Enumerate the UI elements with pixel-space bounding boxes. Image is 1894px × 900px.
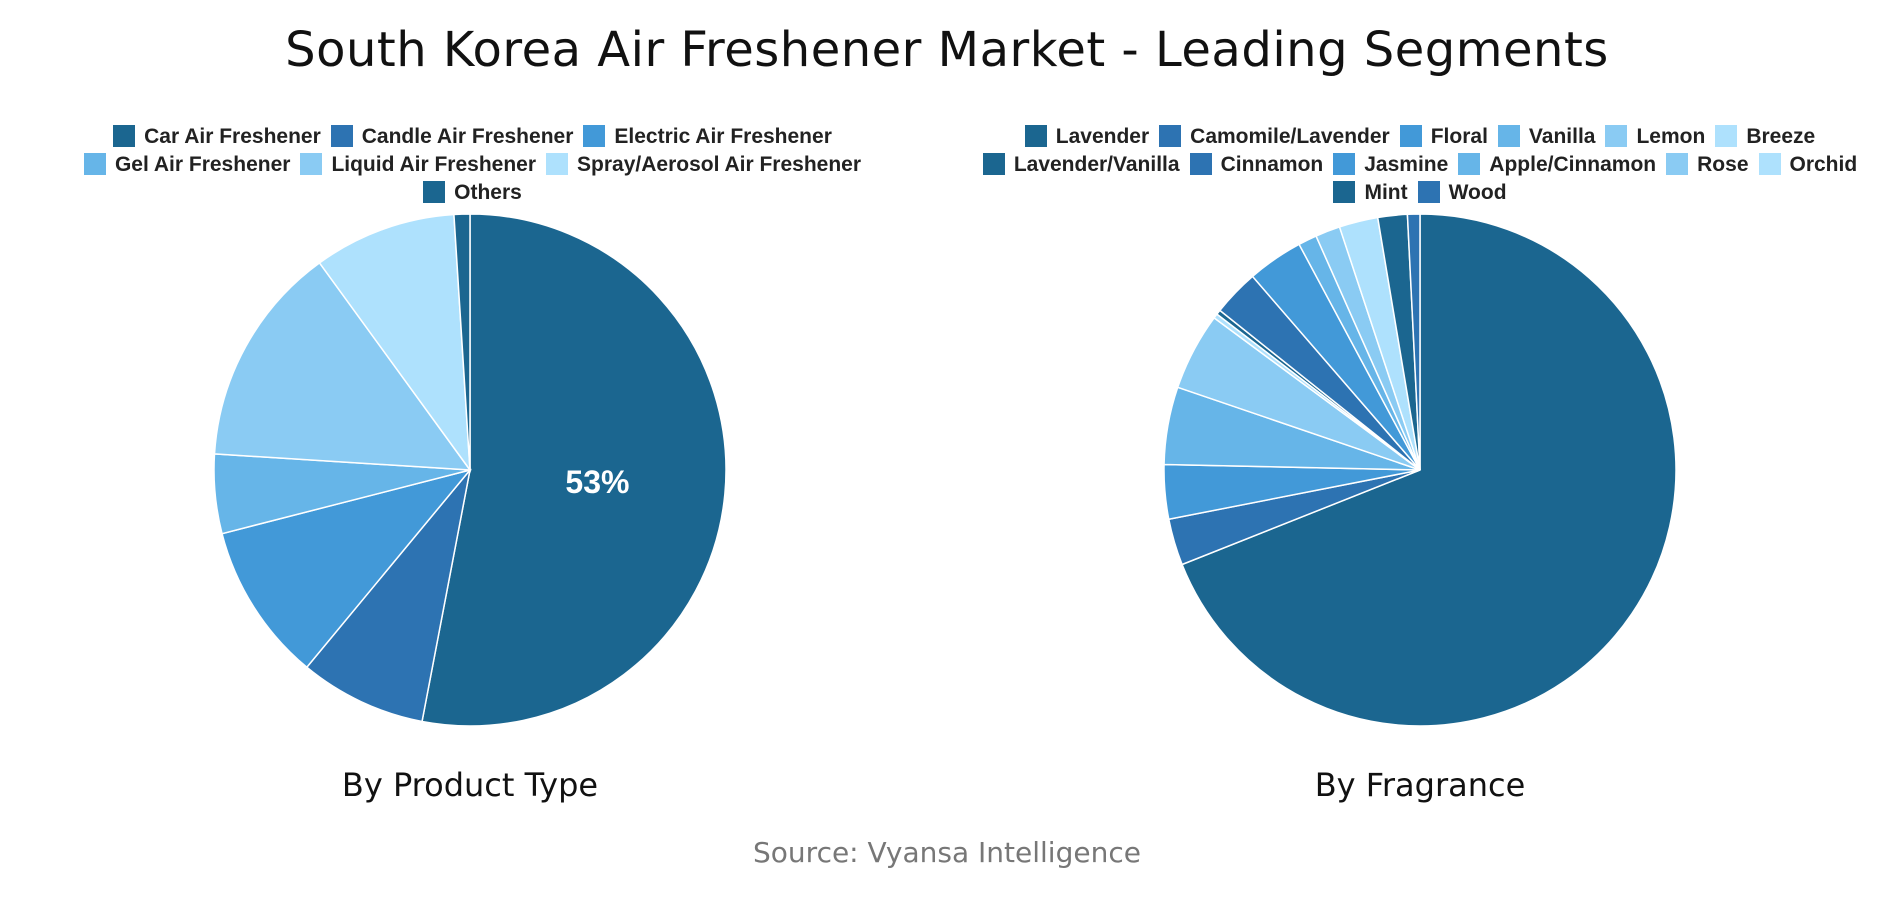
legend-swatch <box>1399 125 1422 147</box>
data-label-car-air-freshener: 53% <box>565 464 629 500</box>
pie-slice-candle-air-freshener <box>305 469 471 723</box>
legend-swatch <box>1417 181 1440 203</box>
legend-swatch <box>1333 181 1356 203</box>
legend-item-gel-air-freshener: Gel Air Freshener <box>83 151 291 179</box>
legend-item-cinnamon: Cinnamon <box>1189 151 1324 179</box>
legend-row: Mint Wood <box>950 179 1890 207</box>
legend-swatch <box>583 125 606 147</box>
legend-row: Car Air Freshener Candle Air Freshener Ele… <box>45 123 900 151</box>
legend-swatch <box>1497 125 1520 147</box>
product-type-pie: 53% <box>213 213 727 727</box>
legend-label: Liquid Air Freshener <box>331 153 537 176</box>
legend-swatch <box>113 125 136 147</box>
pie-slice-liquid-air-freshener <box>213 261 472 471</box>
legend-item-jasmine: Jasmine <box>1333 151 1448 179</box>
legend-swatch <box>423 181 446 203</box>
legend-label: Gel Air Freshener <box>114 153 291 176</box>
legend-label: Mint <box>1364 181 1408 204</box>
product-type-legend: Car Air Freshener Candle Air Freshener Ele… <box>45 123 900 207</box>
legend-item-breeze: Breeze <box>1715 123 1815 151</box>
legend-item-rose: Rose <box>1666 151 1749 179</box>
legend-item-liquid-air-freshener: Liquid Air Freshener <box>300 151 536 179</box>
legend-item-floral: Floral <box>1399 123 1488 151</box>
legend-label: Lavender/Vanilla <box>1013 153 1180 176</box>
legend-swatch <box>83 153 106 175</box>
pie-slice-car-air-freshener <box>421 213 727 727</box>
fragrance-legend: Lavender Camomile/Lavender Floral Vanilla Le… <box>950 123 1890 207</box>
legend-row: Others <box>45 179 900 207</box>
product-type-subtitle: By Product Type <box>341 766 599 804</box>
legend-item-lavender: Lavender <box>1024 123 1150 151</box>
source-note: Source: Vyansa Intelligence <box>753 836 1141 869</box>
legend-swatch <box>1715 125 1738 147</box>
pie-slice-electric-air-freshener <box>221 468 473 669</box>
legend-label: Jasmine <box>1364 153 1449 176</box>
legend-swatch <box>1666 153 1689 175</box>
legend-item-camomile-lavender: Camomile/Lavender <box>1159 123 1390 151</box>
legend-swatch <box>982 153 1005 175</box>
legend-item-vanilla: Vanilla <box>1497 123 1596 151</box>
legend-swatch <box>1333 153 1356 175</box>
legend-swatch <box>1605 125 1628 147</box>
legend-label: Lavender <box>1055 125 1150 148</box>
legend-item-apple-cinnamon: Apple/Cinnamon <box>1458 151 1656 179</box>
legend-swatch <box>1159 125 1182 147</box>
legend-item-electric-air-freshener: Electric Air Freshener <box>583 123 832 151</box>
legend-swatch <box>1189 153 1212 175</box>
legend-item-wood: Wood <box>1417 179 1507 207</box>
legend-swatch <box>546 153 569 175</box>
legend-label: Rose <box>1697 153 1749 176</box>
chart-title: South Korea Air Freshener Market - Leadi… <box>285 22 1609 78</box>
legend-swatch <box>1758 153 1781 175</box>
legend-item-candle-air-freshener: Candle Air Freshener <box>330 123 574 151</box>
pie-slice-wood <box>1406 213 1421 471</box>
legend-swatch <box>300 153 323 175</box>
legend-label: Candle Air Freshener <box>361 125 574 148</box>
legend-label: Orchid <box>1789 153 1858 176</box>
legend-label: Wood <box>1448 181 1507 204</box>
legend-item-orchid: Orchid <box>1758 151 1858 179</box>
fragrance-pie <box>1163 213 1677 727</box>
legend-item-lemon: Lemon <box>1605 123 1705 151</box>
legend-swatch <box>1458 153 1481 175</box>
legend-item-car-air-freshener: Car Air Freshener <box>113 123 321 151</box>
legend-label: Cinnamon <box>1220 153 1324 176</box>
legend-label: Lemon <box>1636 125 1706 148</box>
legend-label: Apple/Cinnamon <box>1489 153 1657 176</box>
legend-row: Gel Air Freshener Liquid Air Freshener Spr… <box>45 151 900 179</box>
legend-label: Others <box>454 181 522 204</box>
legend-item-others: Others <box>423 179 522 207</box>
pie-slice-others <box>453 213 471 471</box>
legend-label: Car Air Freshener <box>144 125 321 148</box>
legend-label: Vanilla <box>1528 125 1596 148</box>
pie-slice-spray-aerosol-air-freshener <box>318 213 471 473</box>
legend-swatch <box>330 125 353 147</box>
legend-label: Breeze <box>1746 125 1816 148</box>
legend-row: Lavender Camomile/Lavender Floral Vanilla Le… <box>950 123 1890 151</box>
legend-label: Floral <box>1430 125 1488 148</box>
legend-row: Lavender/Vanilla Cinnamon Jasmine Apple/Cin… <box>950 151 1890 179</box>
legend-swatch <box>1024 125 1047 147</box>
legend-label: Electric Air Freshener <box>614 125 832 148</box>
legend-item-spray-aerosol-air-freshener: Spray/Aerosol Air Freshener <box>546 151 861 179</box>
legend-item-lavender-vanilla: Lavender/Vanilla <box>982 151 1180 179</box>
pie-slice-lavender <box>1181 213 1677 727</box>
legend-label: Spray/Aerosol Air Freshener <box>577 153 862 176</box>
legend-label: Camomile/Lavender <box>1190 125 1390 148</box>
fragrance-subtitle: By Fragrance <box>1314 766 1526 804</box>
legend-item-mint: Mint <box>1333 179 1408 207</box>
